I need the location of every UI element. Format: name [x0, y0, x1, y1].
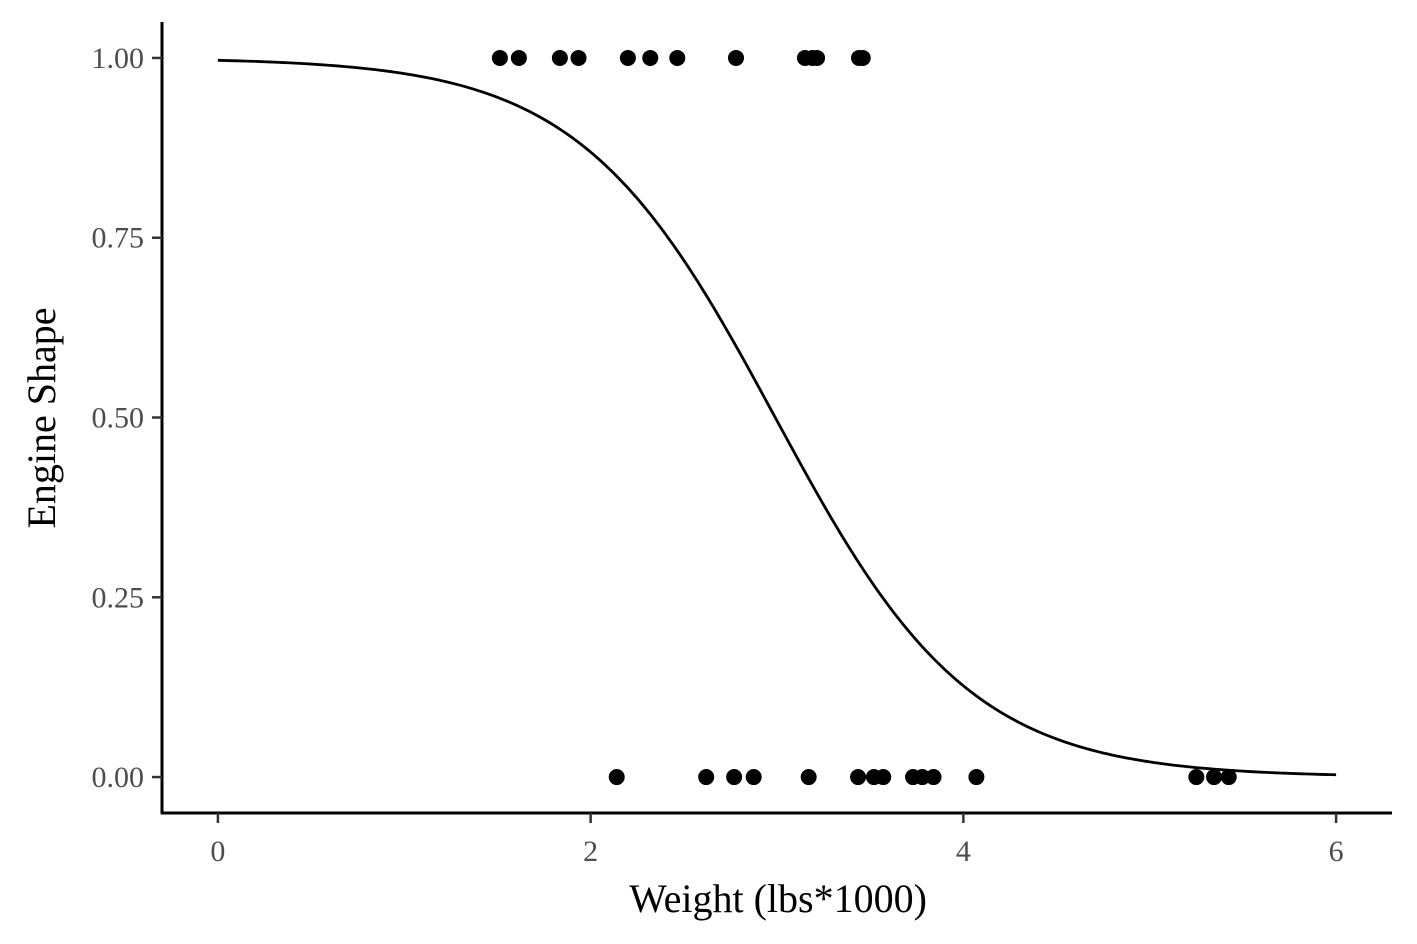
data-point [728, 49, 744, 66]
data-point [1206, 769, 1223, 786]
x-tick-label: 6 [1329, 835, 1344, 868]
x-tick-label: 0 [210, 835, 225, 868]
y-tick-label: 0.00 [92, 761, 145, 794]
data-point [551, 49, 568, 66]
data-point [800, 769, 817, 786]
data-point [745, 769, 762, 786]
plot-layer [217, 49, 1337, 786]
data-point [914, 769, 931, 786]
data-point [726, 769, 743, 786]
data-point [619, 49, 636, 66]
data-point [570, 49, 587, 66]
data-point [698, 769, 715, 786]
y-tick-label: 0.25 [92, 581, 145, 614]
x-axis: 0 2 4 6 [161, 811, 1392, 868]
data-point [608, 769, 625, 786]
y-axis: 0.00 0.25 0.50 0.75 1.00 [92, 22, 164, 814]
data-point [1220, 769, 1237, 786]
x-tick-label: 2 [583, 835, 598, 868]
data-point [642, 49, 659, 66]
data-point [854, 49, 871, 66]
y-tick-label: 0.75 [92, 222, 145, 255]
data-point [669, 49, 686, 66]
data-point [875, 769, 892, 786]
x-axis-title: Weight (lbs*1000) [629, 876, 927, 921]
y-tick-label: 0.50 [92, 402, 145, 435]
x-tick-label: 4 [956, 835, 971, 868]
data-point [968, 769, 985, 786]
data-point [850, 769, 867, 786]
data-point [925, 769, 942, 786]
data-point [510, 49, 527, 66]
data-point [809, 49, 826, 66]
y-tick-label: 1.00 [92, 42, 145, 75]
data-point [491, 49, 508, 66]
data-point [1188, 769, 1205, 786]
y-axis-title: Engine Shape [19, 307, 64, 528]
fit-curve [217, 58, 1337, 777]
